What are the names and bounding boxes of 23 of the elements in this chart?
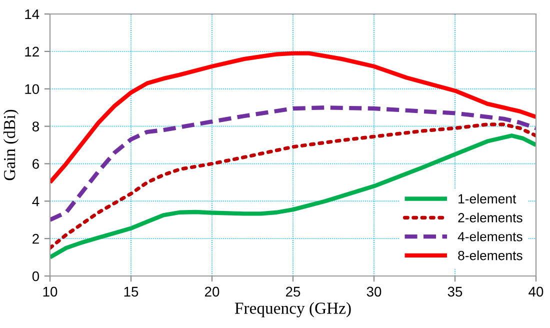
x-tick-label: 15 — [124, 286, 138, 297]
x-axis-title: Frequency (GHz) — [234, 302, 351, 318]
y-tick-label: 2 — [32, 234, 39, 244]
legend-label: 8-elements — [458, 250, 522, 260]
legend-label: 2-elements — [458, 212, 522, 222]
legend-label: 1-element — [458, 194, 516, 204]
y-tick-label: 12 — [25, 46, 39, 56]
line-series — [50, 51, 536, 185]
y-tick-label: 14 — [25, 9, 40, 20]
x-tick-label: 30 — [366, 286, 382, 297]
x-tick-label: 20 — [204, 286, 220, 297]
y-tick-label: 6 — [32, 159, 39, 169]
y-tick-label: 10 — [25, 84, 40, 94]
x-tick-label: 35 — [448, 286, 462, 297]
y-tick-label: 0 — [32, 271, 40, 282]
x-tick-label: 25 — [286, 286, 300, 297]
y-axis-title: Gain (dBi) — [3, 110, 19, 180]
x-tick-label: 40 — [528, 286, 544, 297]
legend-label: 4-elements — [458, 232, 522, 242]
line-series — [50, 105, 536, 222]
y-tick-label: 4 — [32, 196, 40, 206]
x-tick-label: 10 — [43, 286, 58, 297]
y-tick-label: 8 — [32, 122, 39, 132]
